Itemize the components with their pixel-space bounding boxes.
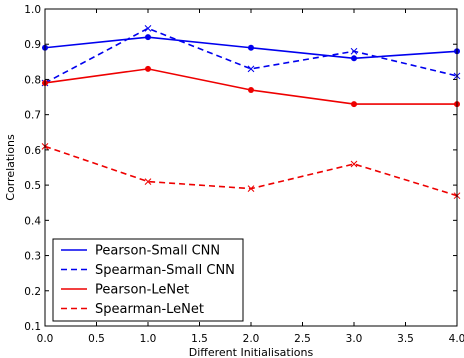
series-3 <box>41 143 461 200</box>
series-layer <box>41 25 461 200</box>
y-axis-label: Correlations <box>4 134 17 201</box>
y-tick-label: 0.3 <box>24 251 41 263</box>
y-tick-label: 0.8 <box>24 74 41 86</box>
y-tick-label: 0.6 <box>24 145 41 157</box>
data-point <box>145 34 151 41</box>
data-point <box>247 185 255 192</box>
y-tick-label: 0.1 <box>24 321 41 333</box>
x-tick-label: 1.5 <box>191 333 208 345</box>
y-tick-label: 0.4 <box>24 215 41 227</box>
x-tick-label: 4.0 <box>449 333 464 345</box>
y-tick-label: 0.2 <box>24 286 41 298</box>
legend-item: Pearson-Small CNN <box>61 244 220 259</box>
y-tick-label: 1.0 <box>24 4 41 16</box>
y-tick-label: 0.9 <box>24 39 41 51</box>
data-point <box>247 65 255 73</box>
x-tick-label: 3.0 <box>346 333 363 345</box>
legend-label: Pearson-LeNet <box>95 283 189 298</box>
data-point <box>145 65 151 72</box>
x-tick-label: 0.0 <box>37 333 54 345</box>
series-0 <box>42 34 460 62</box>
data-point <box>350 160 358 168</box>
legend-item: Spearman-LeNet <box>61 302 204 317</box>
data-point <box>350 47 358 55</box>
series-line <box>44 68 457 105</box>
plot-frame <box>44 8 458 327</box>
legend-box <box>52 238 244 322</box>
data-point <box>248 87 254 94</box>
x-tick-label: 2.0 <box>243 333 260 345</box>
data-point <box>248 44 254 51</box>
x-tick-label: 1.0 <box>140 333 157 345</box>
x-tick-label: 3.5 <box>397 333 414 345</box>
legend-label: Spearman-Small CNN <box>95 263 235 278</box>
x-tick-label: 0.5 <box>88 333 105 345</box>
legend: Pearson-Small CNN Spearman-Small CNN Pears… <box>52 238 244 322</box>
ticks-layer: 0.0 0.5 1.0 1.5 2.0 2.5 3.0 3.5 4.0 0.1 0.2 0.3 0.4 0… <box>24 4 464 345</box>
legend-item: Pearson-LeNet <box>61 283 189 298</box>
data-point <box>351 55 357 62</box>
x-axis-label: Different Initialisations <box>189 346 314 358</box>
legend-label: Spearman-LeNet <box>95 302 204 317</box>
y-tick-label: 0.7 <box>24 110 41 122</box>
legend-item: Spearman-Small CNN <box>61 263 235 278</box>
legend-label: Pearson-Small CNN <box>95 244 220 259</box>
y-tick-label: 0.5 <box>24 180 41 192</box>
data-point <box>144 25 152 32</box>
x-tick-label: 2.5 <box>294 333 311 345</box>
data-point <box>144 178 152 185</box>
series-2 <box>42 65 460 108</box>
data-point <box>351 101 357 108</box>
